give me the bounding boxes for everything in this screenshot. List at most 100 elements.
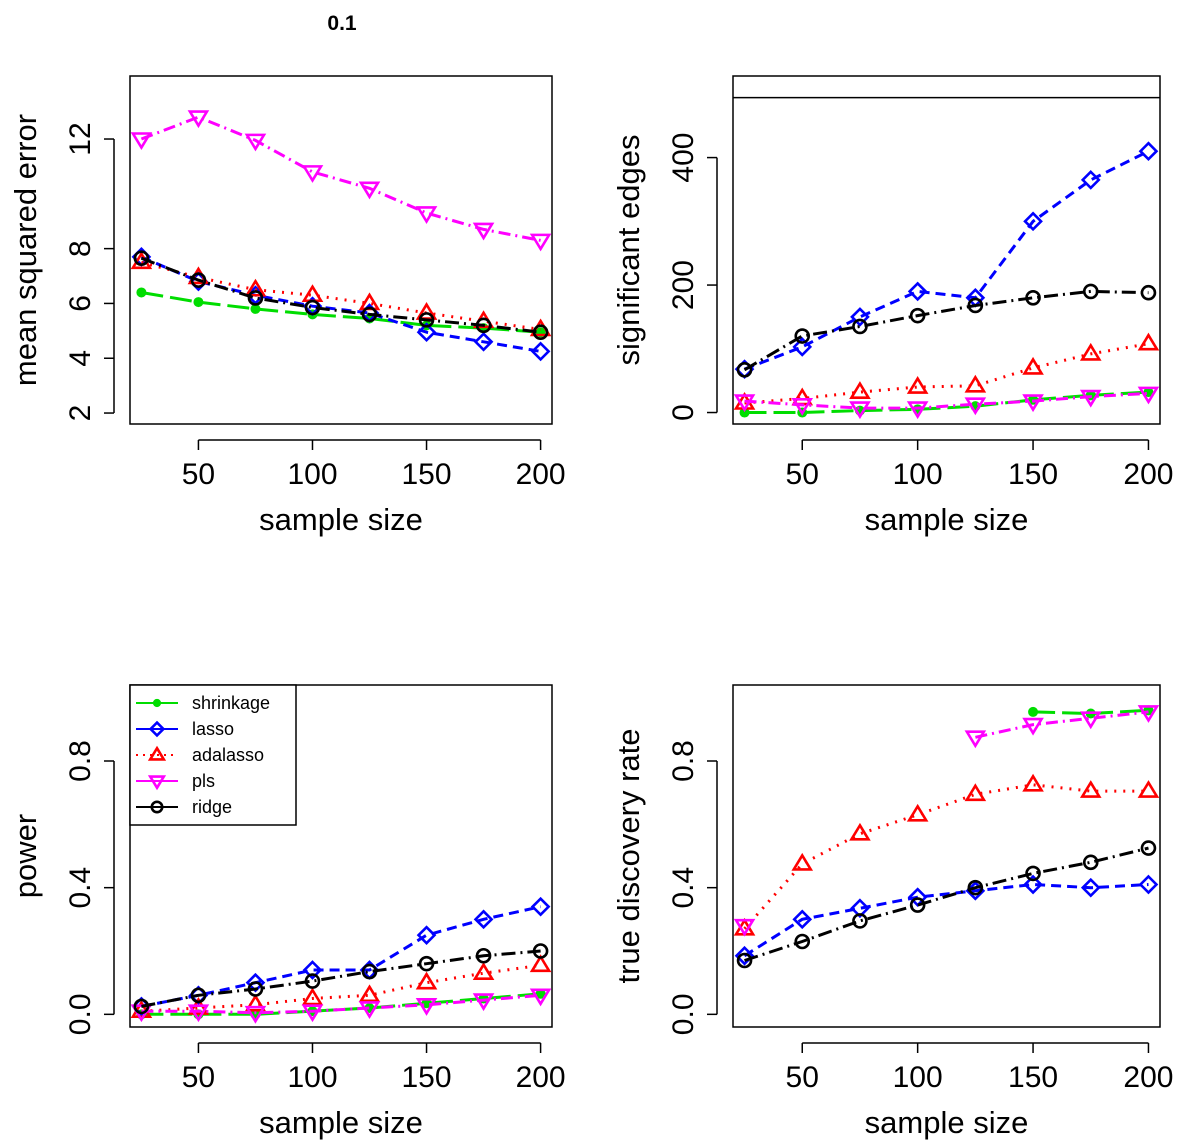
adalasso-point (244, 278, 267, 297)
lasso-point (1080, 877, 1101, 898)
ridge-point (190, 272, 207, 288)
series-pls (130, 110, 552, 252)
series-adalasso (130, 251, 552, 337)
ridge-point (304, 299, 321, 316)
lasso-point (1080, 170, 1101, 190)
pls-point (964, 397, 987, 416)
y-tick-label: 0 (667, 404, 700, 421)
legend-label: ridge (192, 797, 232, 817)
lasso-point (907, 281, 928, 302)
ridge-point (133, 998, 150, 1015)
ridge-point (909, 307, 926, 324)
lasso-point (530, 341, 551, 362)
legend-label: lasso (192, 719, 234, 739)
pls-point (964, 730, 987, 749)
lasso-point (907, 887, 928, 908)
legend: shrinkage lasso adalasso pls ridge (129, 684, 297, 826)
series-lasso (734, 874, 1159, 966)
ridge-point (736, 952, 753, 969)
adalasso-point (1079, 342, 1102, 361)
pls-point (529, 233, 552, 252)
pls-point (358, 1001, 381, 1020)
lasso-point (530, 896, 551, 917)
plot-frame (732, 684, 1161, 1028)
shrinkage-point (136, 287, 147, 298)
adalasso-point (906, 803, 929, 822)
x-axis-title: sample size (865, 1105, 1029, 1140)
lasso-point (416, 925, 437, 946)
ridge-point (967, 297, 984, 314)
adalasso-point (415, 971, 438, 990)
legend-marker (152, 698, 162, 708)
ridge-point (475, 947, 492, 964)
series-lasso-line (743, 882, 1149, 958)
ridge-point (247, 981, 264, 997)
legend-label: adalasso (192, 745, 264, 765)
pls-point (358, 181, 381, 200)
y-tick-label: 400 (667, 133, 700, 183)
series-ridge (736, 283, 1157, 378)
plot-frame (129, 684, 553, 1028)
ridge-point (909, 897, 926, 913)
x-tick-label: 50 (786, 458, 819, 491)
pls-point (733, 394, 756, 413)
adalasso-point (1022, 773, 1044, 792)
series-adalasso (733, 773, 1160, 936)
plot-frame (732, 75, 1161, 425)
legend-label: pls (192, 771, 215, 791)
chart-tdr: 50 100 150 200 0.0 0.4 0.8 sample size true disc… (611, 684, 1173, 1140)
y-axis-title: significant edges (611, 135, 646, 366)
legend-entry-pls: pls (136, 771, 215, 791)
pls-point (244, 133, 267, 152)
ridge-point (967, 879, 984, 896)
lasso-point (416, 322, 437, 343)
shrinkage-point (250, 303, 261, 314)
series-ridge-line (744, 846, 1149, 962)
y-tick-label: 12 (64, 122, 97, 155)
chart-power: 50 100 150 200 0.0 0.4 0.8 sample size power shri… (8, 684, 566, 1140)
pls-point (1079, 711, 1102, 730)
adalasso-point (964, 783, 987, 802)
series-pls-line (975, 710, 1149, 739)
series-adalasso-line (743, 783, 1149, 930)
pls-point (301, 1004, 324, 1023)
adalasso-point (244, 993, 267, 1012)
x-tick-label: 150 (1008, 458, 1058, 491)
shrinkage-point (1028, 706, 1039, 717)
ridge-point (1140, 284, 1157, 301)
y-tick-label: 8 (64, 240, 97, 257)
x-tick-label: 150 (1008, 1061, 1058, 1094)
ridge-point (852, 318, 868, 335)
legend-marker (148, 720, 166, 738)
pls-point (244, 1005, 267, 1024)
legend-entry-lasso: lasso (136, 719, 234, 739)
pls-point (849, 401, 871, 420)
pls-point (1137, 386, 1160, 405)
adalasso-point (358, 984, 381, 1003)
plot-frame (129, 75, 553, 425)
shrinkage-point (193, 297, 204, 308)
x-tick-label: 200 (516, 458, 566, 491)
series-shrinkage-line (1033, 708, 1149, 716)
legend-marker (150, 800, 164, 814)
adalasso-point (849, 822, 871, 841)
pls-point (1022, 717, 1044, 736)
lasso-point (473, 331, 494, 352)
adalasso-point (472, 962, 495, 980)
ridge-point (794, 933, 811, 950)
x-tick-label: 150 (402, 1061, 452, 1094)
pls-point (301, 165, 324, 183)
lasso-point (792, 909, 813, 930)
pls-point (733, 918, 756, 937)
series-ridge (133, 250, 549, 341)
ridge-point (1025, 290, 1041, 306)
x-axis-title: sample size (865, 502, 1029, 537)
pls-point (1079, 389, 1102, 408)
series-lasso-line (141, 905, 541, 1008)
y-tick-label: 6 (64, 295, 97, 312)
legend-label: shrinkage (192, 693, 270, 713)
adalasso-point (1079, 780, 1102, 798)
ridge-point (794, 328, 811, 344)
pls-point (187, 110, 210, 129)
adalasso-point (529, 954, 552, 973)
